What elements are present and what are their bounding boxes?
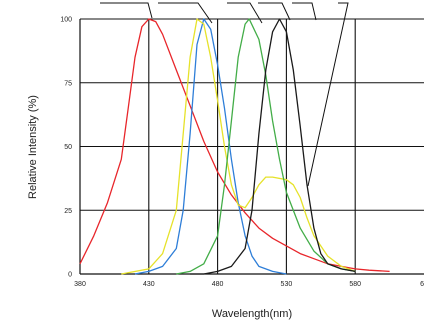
y-tick-label-0: 0 xyxy=(68,272,72,279)
x-tick-label-530: 530 xyxy=(281,281,293,288)
series-line-1 xyxy=(79,18,390,273)
series-line-2 xyxy=(134,18,287,275)
series-line-5 xyxy=(190,18,356,275)
x-tick-label-630: 63 xyxy=(420,281,424,288)
x-axis-label: Wavelength(nm) xyxy=(212,308,292,320)
x-tick-label-480: 480 xyxy=(212,281,224,288)
series-line-4 xyxy=(176,18,356,275)
x-tick-label-580: 580 xyxy=(349,281,361,288)
callout-line-5 xyxy=(292,2,317,21)
callout-line-2 xyxy=(158,2,213,24)
callout-line-6 xyxy=(307,2,349,187)
y-tick-label-50: 50 xyxy=(64,144,72,151)
x-tick-label-380: 380 xyxy=(74,281,86,288)
grid xyxy=(80,18,424,274)
y-tick-label-100: 100 xyxy=(60,17,72,24)
y-tick-label-75: 75 xyxy=(64,80,72,87)
callout-line-3 xyxy=(227,2,263,24)
y-axis-label: Relative Intensity (%) xyxy=(27,95,39,199)
callout-lines xyxy=(100,2,349,187)
tick-labels: 0 25 50 75 100 380 430 480 530 580 63 xyxy=(60,17,424,289)
y-tick-label-25: 25 xyxy=(64,208,72,215)
series-lines xyxy=(79,18,390,275)
series-line-3 xyxy=(121,18,356,275)
x-tick-label-430: 430 xyxy=(143,281,155,288)
callout-line-1 xyxy=(100,2,153,19)
callout-line-4 xyxy=(258,2,291,21)
